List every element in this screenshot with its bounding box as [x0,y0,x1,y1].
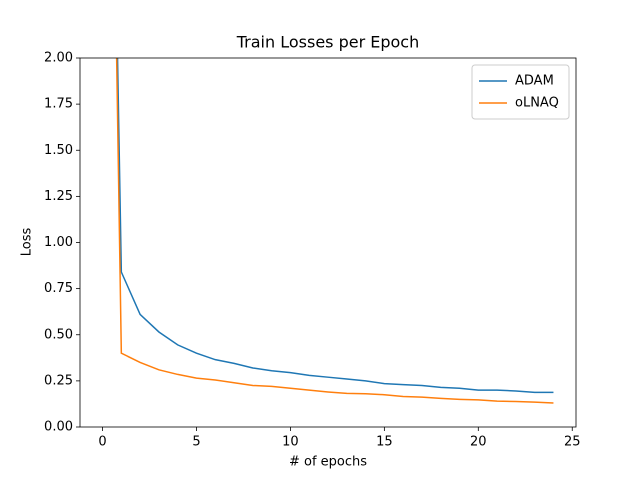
legend-box [471,64,570,120]
x-tick-label: 15 [376,435,393,450]
plot-area [115,58,554,404]
line-series [115,58,554,404]
legend-label: ADAM [515,74,554,89]
x-tick-label: 5 [192,435,200,450]
line-series [116,58,554,394]
y-tick-label: 1.00 [44,235,73,250]
x-tick-label: 10 [282,435,299,450]
x-tick-label: 25 [564,435,581,450]
chart-title: Train Losses per Epoch [236,33,420,52]
y-tick-label: 0.00 [44,420,73,435]
x-axis-label: # of epochs [289,455,367,470]
y-tick-label: 0.75 [44,281,73,296]
legend-label: oLNAQ [515,96,559,111]
x-tick-label: 0 [98,435,106,450]
y-tick-label: 0.50 [44,327,73,342]
y-tick-label: 2.00 [44,51,73,66]
y-tick-label: 1.25 [44,189,73,204]
x-tick-label: 20 [470,435,487,450]
axes-frame [79,57,577,428]
y-tick-label: 1.75 [44,97,73,112]
y-tick-label: 1.50 [44,143,73,158]
y-axis-label: Loss [20,228,35,257]
y-tick-label: 0.25 [44,373,73,388]
